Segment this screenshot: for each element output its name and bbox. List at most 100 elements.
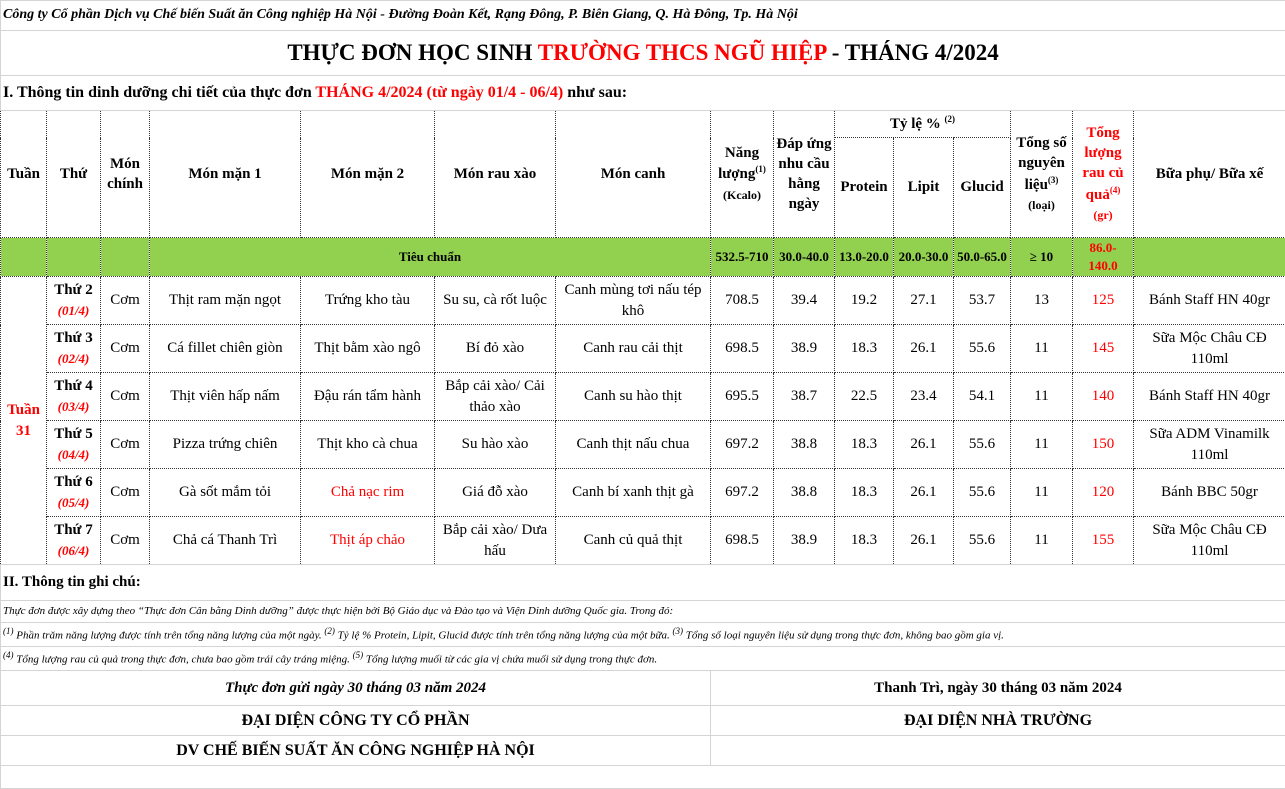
header-main: Món chính	[101, 111, 150, 238]
cell-soup: Canh bí xanh thịt gà	[556, 469, 711, 517]
cell-snack: Bánh Staff HN 40gr	[1134, 373, 1285, 421]
cell-lipit: 26.1	[894, 421, 954, 469]
cell-energy: 708.5	[711, 277, 774, 325]
standard-label: Tiêu chuẩn	[150, 238, 711, 277]
cell-veg: Su su, cà rốt luộc	[435, 277, 556, 325]
cell-veg: Giá đỗ xào	[435, 469, 556, 517]
week-label: Tuần 31	[1, 277, 47, 565]
cell-soup: Canh rau cải thịt	[556, 325, 711, 373]
cell-soup: Canh su hào thịt	[556, 373, 711, 421]
day-cell: Thứ 7(06/4)	[47, 517, 101, 565]
day-cell: Thứ 5(04/4)	[47, 421, 101, 469]
header-veg: Món rau xào	[435, 111, 556, 238]
cell-daily: 39.4	[774, 277, 835, 325]
header-week: Tuần	[1, 111, 47, 238]
company-line: Công ty Cổ phần Dịch vụ Chế biến Suất ăn…	[1, 1, 1285, 31]
standard-ingredients: ≥ 10	[1011, 238, 1073, 277]
header-glucid: Glucid	[954, 138, 1011, 238]
cell-vegtotal: 125	[1073, 277, 1134, 325]
header-soup: Món canh	[556, 111, 711, 238]
cell-daily: 38.9	[774, 325, 835, 373]
cell-lipit: 26.1	[894, 469, 954, 517]
cell-daily: 38.9	[774, 517, 835, 565]
cell-lipit: 23.4	[894, 373, 954, 421]
company-rep-1: ĐẠI DIỆN CÔNG TY CỔ PHẦN	[1, 706, 711, 736]
cell-vegtotal: 120	[1073, 469, 1134, 517]
cell-dish2: Thịt bằm xào ngô	[301, 325, 435, 373]
standard-glucid: 50.0-65.0	[954, 238, 1011, 277]
cell-main: Cơm	[101, 469, 150, 517]
standard-energy: 532.5-710	[711, 238, 774, 277]
cell-energy: 698.5	[711, 517, 774, 565]
cell-daily: 38.8	[774, 421, 835, 469]
cell-dish2: Thịt áp chảo	[301, 517, 435, 565]
header-day: Thứ	[47, 111, 101, 238]
cell-dish1: Gà sốt mắm tỏi	[150, 469, 301, 517]
day-cell: Thứ 6(05/4)	[47, 469, 101, 517]
cell-veg: Su hào xào	[435, 421, 556, 469]
cell-snack: Sữa ADM Vinamilk 110ml	[1134, 421, 1285, 469]
cell-glucid: 55.6	[954, 421, 1011, 469]
section-2-heading: II. Thông tin ghi chú:	[1, 565, 1285, 601]
cell-vegtotal: 150	[1073, 421, 1134, 469]
page-title: THỰC ĐƠN HỌC SINH TRƯỜNG THCS NGŨ HIỆP -…	[1, 31, 1285, 76]
cell-glucid: 55.6	[954, 517, 1011, 565]
cell-dish2: Đậu rán tẩm hành	[301, 373, 435, 421]
cell-glucid: 55.6	[954, 469, 1011, 517]
cell-ingredients: 11	[1011, 325, 1073, 373]
cell-energy: 698.5	[711, 325, 774, 373]
header-lipit: Lipit	[894, 138, 954, 238]
cell-glucid: 54.1	[954, 373, 1011, 421]
cell-daily: 38.7	[774, 373, 835, 421]
cell-protein: 22.5	[835, 373, 894, 421]
cell-dish2: Trứng kho tàu	[301, 277, 435, 325]
cell-ingredients: 11	[1011, 469, 1073, 517]
header-snack: Bữa phụ/ Bữa xế	[1134, 111, 1285, 238]
cell-ingredients: 11	[1011, 373, 1073, 421]
cell-dish1: Cá fillet chiên giòn	[150, 325, 301, 373]
header-dish1: Món mặn 1	[150, 111, 301, 238]
cell-soup: Canh thịt nấu chua	[556, 421, 711, 469]
cell-snack: Bánh BBC 50gr	[1134, 469, 1285, 517]
cell-ingredients: 11	[1011, 517, 1073, 565]
cell-energy: 697.2	[711, 469, 774, 517]
cell-main: Cơm	[101, 325, 150, 373]
standard-row: Tiêu chuẩn 532.5-710 30.0-40.0 13.0-20.0…	[1, 238, 1285, 277]
day-cell: Thứ 2(01/4)	[47, 277, 101, 325]
cell-energy: 697.2	[711, 421, 774, 469]
cell-dish1: Thịt ram mặn ngọt	[150, 277, 301, 325]
cell-vegtotal: 155	[1073, 517, 1134, 565]
section-1-heading: I. Thông tin dinh dưỡng chi tiết của thự…	[1, 76, 1285, 111]
cell-main: Cơm	[101, 517, 150, 565]
cell-ingredients: 11	[1011, 421, 1073, 469]
cell-main: Cơm	[101, 277, 150, 325]
cell-vegtotal: 140	[1073, 373, 1134, 421]
cell-dish1: Chả cá Thanh Trì	[150, 517, 301, 565]
cell-energy: 695.5	[711, 373, 774, 421]
standard-lipit: 20.0-30.0	[894, 238, 954, 277]
header-protein: Protein	[835, 138, 894, 238]
cell-dish2: Chả nạc rim	[301, 469, 435, 517]
company-rep-2: DV CHẾ BIẾN SUẤT ĂN CÔNG NGHIỆP HÀ NỘI	[1, 736, 711, 766]
cell-protein: 18.3	[835, 469, 894, 517]
cell-main: Cơm	[101, 373, 150, 421]
cell-soup: Canh mùng tơi nấu tép khô	[556, 277, 711, 325]
cell-dish1: Thịt viên hấp nấm	[150, 373, 301, 421]
cell-daily: 38.8	[774, 469, 835, 517]
cell-main: Cơm	[101, 421, 150, 469]
sent-date: Thực đơn gửi ngày 30 tháng 03 năm 2024	[1, 671, 711, 706]
header-daily: Đáp ứng nhu cầu hằng ngày	[774, 111, 835, 238]
header-dish2: Món mặn 2	[301, 111, 435, 238]
standard-daily: 30.0-40.0	[774, 238, 835, 277]
cell-protein: 18.3	[835, 517, 894, 565]
header-vegtotal: Tổng lượng rau củ quả(4)(gr)	[1073, 111, 1134, 238]
school-rep: ĐẠI DIỆN NHÀ TRƯỜNG	[711, 706, 1285, 736]
cell-ingredients: 13	[1011, 277, 1073, 325]
